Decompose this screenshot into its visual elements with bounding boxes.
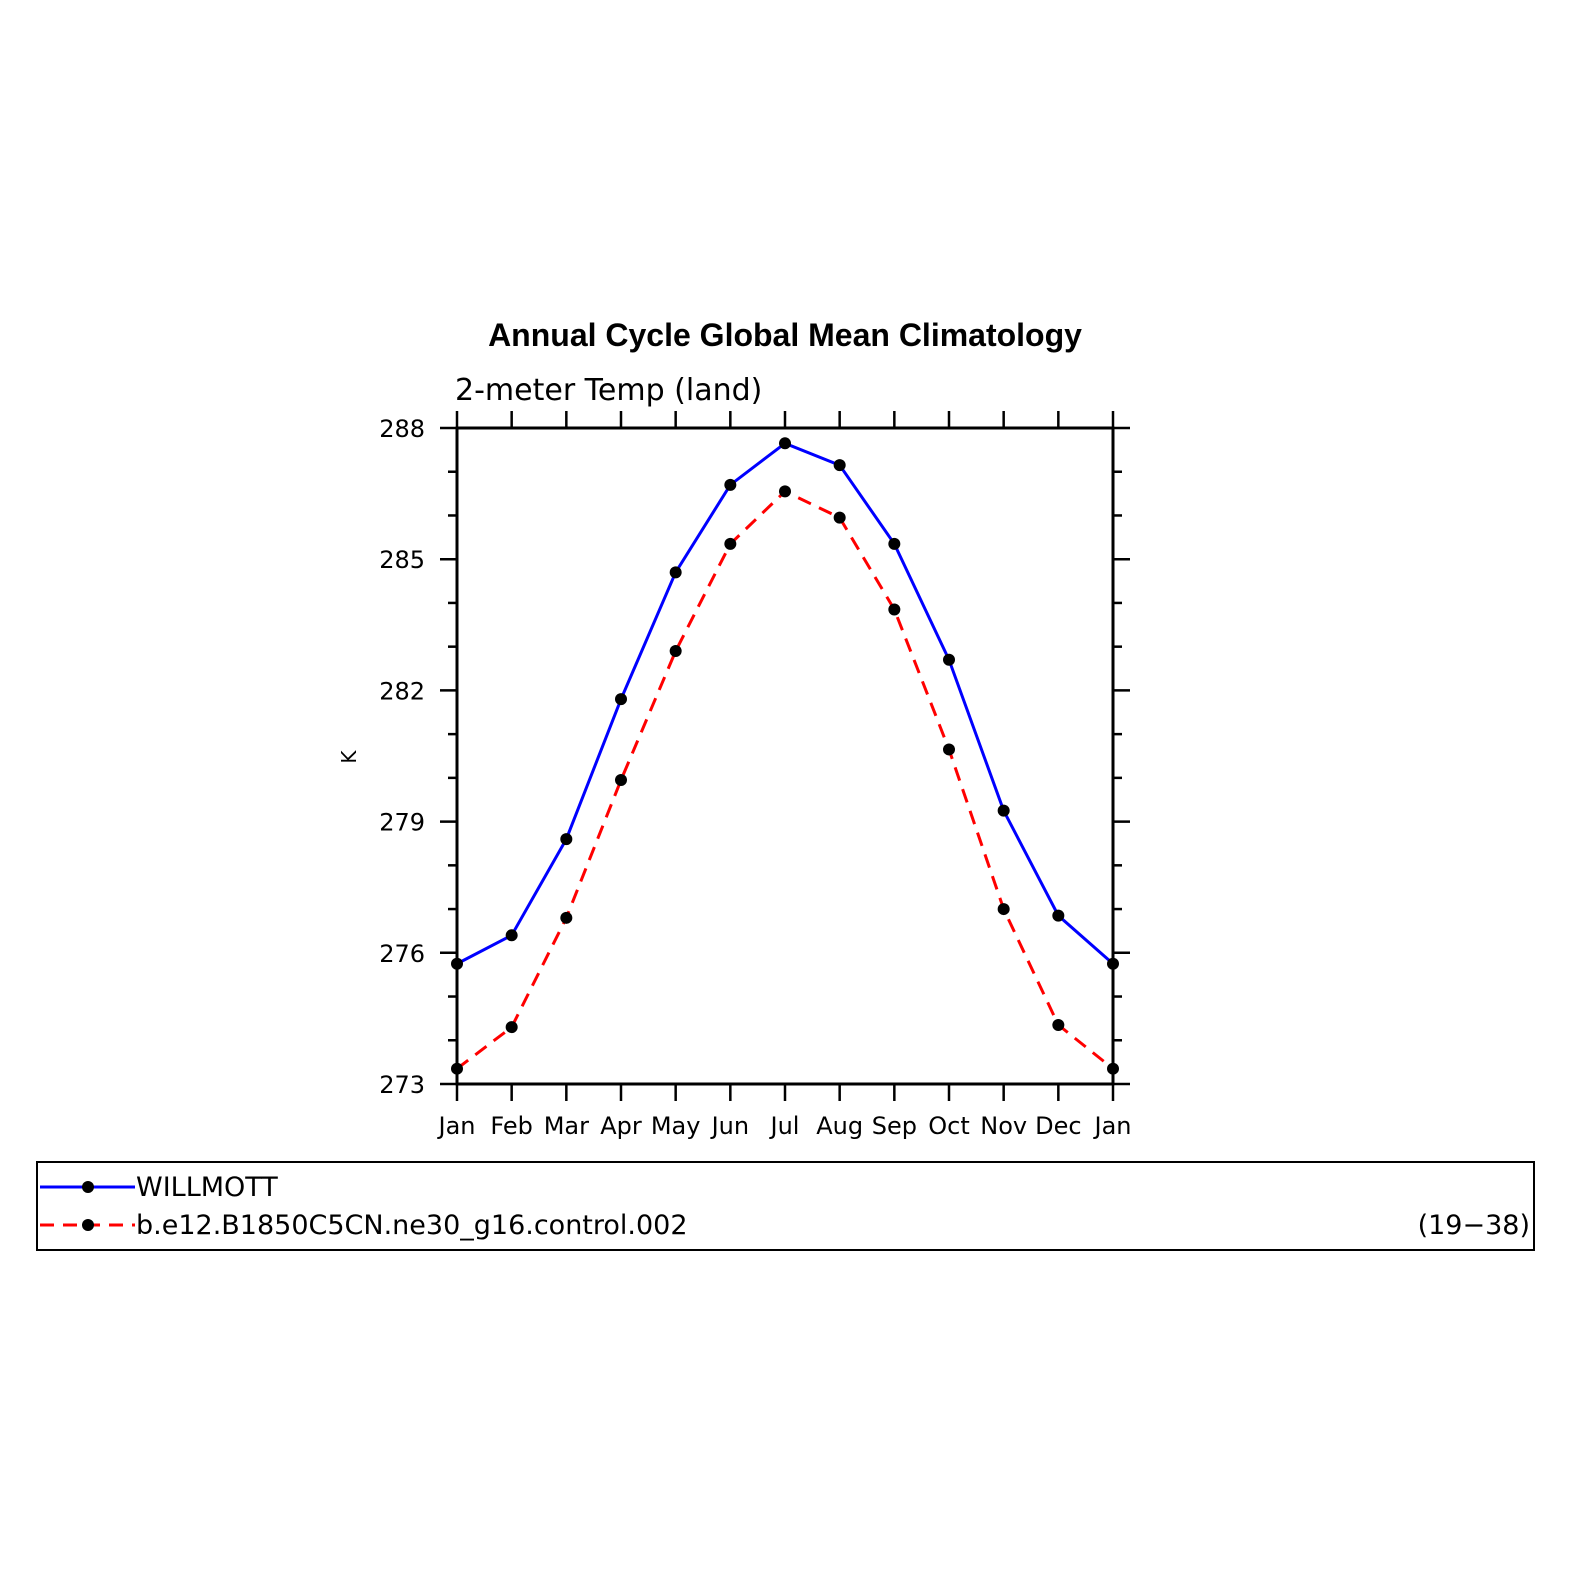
y-tick-label: 282 (379, 677, 425, 705)
x-tick-label: Sep (872, 1112, 917, 1140)
x-tick-labels: Jan Feb Mar Apr May Jun Jul Aug Sep Oct Nov Dec Jan (437, 1112, 1132, 1140)
chart-subtitle: 2-meter Temp (land) (455, 373, 762, 408)
legend-marker-model (82, 1219, 94, 1231)
y-tick-label: 285 (379, 546, 425, 574)
x-tick-label: Dec (1035, 1112, 1081, 1140)
series-layer (451, 437, 1119, 1075)
legend-marker-willmott (82, 1181, 94, 1193)
x-tick-label: Jul (769, 1112, 800, 1140)
series-1-point (615, 774, 627, 787)
series-0-point (615, 693, 627, 706)
series-0-point (779, 437, 791, 450)
x-tick-label: Jan (437, 1112, 476, 1140)
series-0-point (1052, 909, 1065, 922)
legend-years-note: (19−38) (1418, 1210, 1530, 1241)
y-tick-label: 276 (379, 940, 425, 968)
series-1-point (997, 903, 1010, 916)
chart-title: Annual Cycle Global Mean Climatology (488, 317, 1082, 353)
x-tick-label: Feb (490, 1112, 533, 1140)
x-tick-label: Apr (600, 1112, 642, 1140)
series-0-point (724, 478, 737, 491)
x-tick-label: Jan (1093, 1112, 1132, 1140)
series-0-point (560, 833, 573, 846)
series-1-point (1052, 1018, 1065, 1031)
x-tick-label: Nov (980, 1112, 1027, 1140)
plot-frame (455, 426, 1115, 1086)
series-0-point (669, 566, 682, 579)
y-tick-label: 279 (379, 809, 425, 837)
series-1-point (724, 537, 737, 550)
ticks-group (440, 411, 1130, 1101)
series-1-point (669, 645, 682, 658)
series-1-point (943, 743, 955, 756)
series-1-point (505, 1021, 518, 1034)
series-1-point (560, 911, 573, 924)
x-tick-label: Mar (544, 1112, 589, 1140)
series-0-point (833, 459, 846, 472)
x-tick-label: Jun (710, 1112, 750, 1140)
series-line-0 (456, 441, 1114, 966)
series-1-point (779, 485, 791, 498)
legend-label-model: b.e12.B1850C5CN.ne30_g16.control.002 (136, 1210, 688, 1241)
series-0-point (943, 653, 955, 666)
series-0-point (997, 804, 1010, 817)
y-tick-label: 273 (379, 1071, 425, 1099)
y-tick-label: 288 (379, 415, 425, 443)
series-0-point (505, 929, 518, 942)
series-line-1 (456, 489, 1114, 1070)
series-0-point (888, 537, 901, 550)
x-tick-label: Aug (816, 1112, 863, 1140)
legend-label-willmott: WILLMOTT (136, 1172, 278, 1203)
y-axis-label: K (337, 750, 361, 764)
x-tick-label: Oct (928, 1112, 970, 1140)
series-1-point (833, 511, 846, 524)
x-tick-label: May (651, 1112, 701, 1140)
legend-box (36, 1161, 1535, 1251)
legend: WILLMOTT b.e12.B1850C5CN.ne30_g16.contro… (36, 1161, 1535, 1251)
series-1-point (888, 603, 901, 616)
y-tick-labels: 273 276 279 282 285 288 (379, 415, 425, 1099)
